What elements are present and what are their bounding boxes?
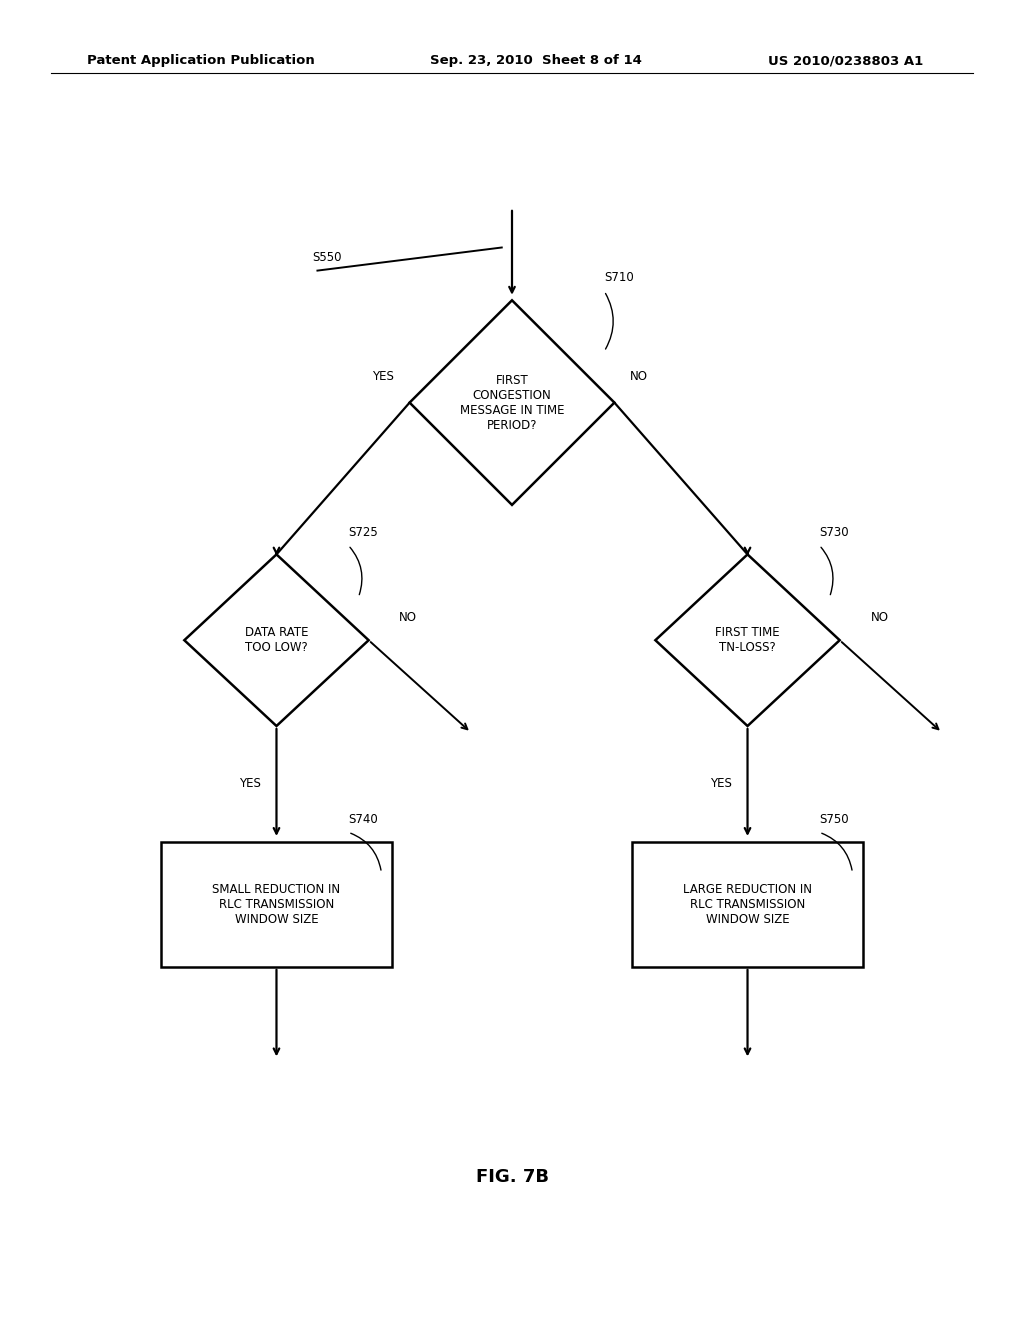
Text: S730: S730: [819, 525, 849, 539]
Text: Patent Application Publication: Patent Application Publication: [87, 54, 314, 67]
Text: NO: NO: [399, 611, 418, 624]
Text: NO: NO: [870, 611, 889, 624]
Text: FIG. 7B: FIG. 7B: [475, 1168, 549, 1187]
Text: FIRST
CONGESTION
MESSAGE IN TIME
PERIOD?: FIRST CONGESTION MESSAGE IN TIME PERIOD?: [460, 374, 564, 432]
Bar: [632, 842, 862, 966]
Bar: [162, 842, 392, 966]
Text: S710: S710: [604, 272, 634, 285]
Text: YES: YES: [240, 777, 261, 791]
Text: DATA RATE
TOO LOW?: DATA RATE TOO LOW?: [245, 626, 308, 655]
Text: Sep. 23, 2010  Sheet 8 of 14: Sep. 23, 2010 Sheet 8 of 14: [430, 54, 642, 67]
Text: S750: S750: [819, 813, 849, 826]
Polygon shape: [655, 554, 840, 726]
Text: YES: YES: [373, 370, 394, 383]
Text: S550: S550: [312, 251, 342, 264]
Polygon shape: [184, 554, 369, 726]
Text: SMALL REDUCTION IN
RLC TRANSMISSION
WINDOW SIZE: SMALL REDUCTION IN RLC TRANSMISSION WIND…: [212, 883, 341, 925]
Text: NO: NO: [630, 370, 648, 383]
Text: FIRST TIME
TN-LOSS?: FIRST TIME TN-LOSS?: [715, 626, 780, 655]
Text: YES: YES: [711, 777, 732, 791]
Text: US 2010/0238803 A1: US 2010/0238803 A1: [768, 54, 924, 67]
Text: S725: S725: [348, 525, 378, 539]
Text: LARGE REDUCTION IN
RLC TRANSMISSION
WINDOW SIZE: LARGE REDUCTION IN RLC TRANSMISSION WIND…: [683, 883, 812, 925]
Polygon shape: [410, 301, 614, 506]
Text: S740: S740: [348, 813, 378, 826]
